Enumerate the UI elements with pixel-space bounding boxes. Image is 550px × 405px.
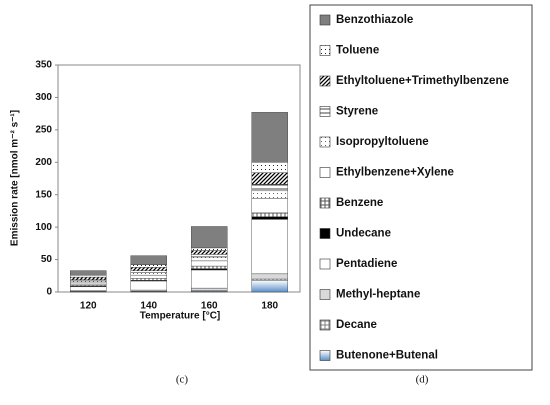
legend-swatch — [320, 107, 330, 117]
y-tick-label: 300 — [35, 92, 52, 103]
bar-segment — [131, 267, 167, 270]
legend-swatch — [320, 320, 330, 330]
bar-segment — [131, 273, 167, 276]
bar-segment — [252, 162, 288, 172]
y-tick-label: 250 — [35, 124, 52, 135]
legend-swatch — [320, 229, 330, 239]
bar-segment — [131, 275, 167, 278]
bar-segment — [131, 281, 167, 290]
bar-segment — [191, 288, 227, 291]
bar-segment — [131, 271, 167, 273]
bar-segment — [252, 274, 288, 279]
x-tick-label: 160 — [201, 301, 218, 312]
bar-segment — [70, 275, 106, 277]
bar-segment — [252, 199, 288, 213]
legend-label: Decane — [336, 319, 377, 331]
legend-label: Toluene — [336, 45, 379, 57]
x-tick-label: 180 — [261, 301, 278, 312]
bar-segment — [252, 191, 288, 199]
panel-label: (d) — [416, 374, 429, 386]
legend-label: Pentadiene — [336, 258, 397, 270]
legend-swatch — [320, 76, 330, 86]
y-tick-label: 50 — [41, 254, 53, 265]
legend-label: Methyl-heptane — [336, 289, 420, 301]
y-tick-label: 150 — [35, 189, 52, 200]
legend-label: Benzene — [336, 197, 383, 209]
x-tick-label: 140 — [140, 301, 157, 312]
legend-swatch — [320, 137, 330, 147]
legend-label: Ethylbenzene+Xylene — [336, 167, 454, 179]
bar-segment — [191, 248, 227, 251]
x-tick-label: 120 — [80, 301, 97, 312]
bar-segment — [131, 265, 167, 268]
bar-segment — [252, 217, 288, 220]
bar-segment — [191, 261, 227, 266]
bar-segment — [252, 173, 288, 185]
y-tick-label: 0 — [46, 287, 52, 298]
legend-label: Undecane — [336, 228, 391, 240]
legend-label: Isopropyltoluene — [336, 136, 429, 148]
y-tick-label: 200 — [35, 157, 52, 168]
legend-label: Butenone+Butenal — [336, 350, 438, 362]
legend-swatch — [320, 46, 330, 56]
legend-swatch — [320, 168, 330, 178]
bar-segment — [70, 287, 106, 291]
y-axis-label: Emission rate [nmol m⁻² s⁻¹] — [10, 110, 21, 246]
bar-segment — [70, 271, 106, 276]
bar-segment — [252, 219, 288, 273]
y-tick-label: 350 — [35, 60, 52, 71]
bar-segment — [191, 250, 227, 254]
bar-segment — [191, 254, 227, 257]
legend-swatch — [320, 15, 330, 25]
legend-frame — [310, 5, 532, 370]
bar-segment — [70, 283, 106, 285]
legend-swatch — [320, 259, 330, 269]
legend-label: Benzothiazole — [336, 14, 413, 26]
x-axis-label: Temperature [°C] — [140, 311, 221, 322]
bar-segment — [131, 256, 167, 265]
bar-segment — [252, 112, 288, 162]
bar-segment — [70, 277, 106, 280]
legend-swatch — [320, 290, 330, 300]
legend-label: Styrene — [336, 106, 378, 118]
legend-swatch — [320, 198, 330, 208]
y-tick-label: 100 — [35, 222, 52, 233]
bar-segment — [131, 278, 167, 280]
bar-segment — [191, 226, 227, 247]
bar-segment — [191, 257, 227, 261]
legend-label: Ethyltoluene+Trimethylbenzene — [336, 75, 509, 87]
bar-segment — [252, 184, 288, 190]
panel-label: (c) — [176, 374, 189, 386]
bar-segment — [191, 266, 227, 269]
bar-segment — [70, 281, 106, 283]
legend-swatch — [320, 351, 330, 361]
bar-segment — [252, 280, 288, 292]
bar-segment — [191, 270, 227, 288]
bar-segment — [252, 213, 288, 217]
